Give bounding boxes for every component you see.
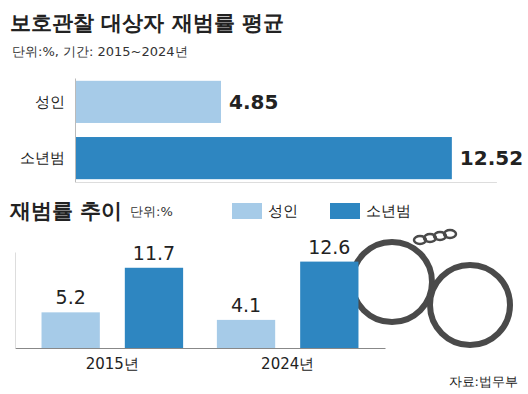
tick: 소년범 bbox=[20, 149, 75, 167]
handcuffs-icon bbox=[352, 230, 510, 345]
legend: 성인 소년범 bbox=[232, 202, 411, 220]
axis-line bbox=[76, 182, 497, 183]
y-axis: 성인소년범 bbox=[20, 79, 76, 183]
title: 보호관찰 대상자 재범률 평균 bbox=[10, 11, 284, 35]
tick-label: 2024년 bbox=[261, 355, 314, 373]
chain-link bbox=[444, 230, 456, 238]
cuff bbox=[430, 265, 510, 345]
data-label: 12.52 bbox=[460, 146, 523, 170]
bar bbox=[217, 320, 275, 348]
bars bbox=[42, 262, 359, 348]
bar bbox=[300, 262, 358, 348]
data-label: 11.7 bbox=[133, 242, 175, 264]
data-label: 4.1 bbox=[231, 294, 261, 316]
bar bbox=[75, 137, 452, 179]
axis-line bbox=[15, 253, 16, 349]
chart-canvas: 보호관찰 대상자 재범률 평균단위:%, 기간: 2015~2024년 4.85 1… bbox=[0, 0, 528, 394]
subtitle: 단위:% bbox=[130, 204, 173, 219]
axis-line bbox=[75, 79, 76, 183]
bar bbox=[75, 81, 221, 123]
bar bbox=[125, 268, 183, 348]
tick: 성인 bbox=[35, 93, 75, 111]
bar bbox=[42, 312, 100, 348]
data-label: 5.2 bbox=[56, 286, 86, 308]
legend-label: 소년범 bbox=[366, 202, 411, 220]
x-axis bbox=[76, 182, 497, 183]
title: 재범률 추이 bbox=[9, 199, 122, 223]
bars bbox=[75, 81, 452, 179]
tick-label: 2015년 bbox=[86, 355, 139, 373]
data-label: 4.85 bbox=[229, 90, 278, 114]
axis-line bbox=[16, 348, 386, 349]
x-axis: 2015년 2024년 bbox=[16, 348, 386, 373]
tick: 2024년 bbox=[261, 348, 314, 373]
legend-swatch bbox=[232, 203, 262, 219]
source-note: 자료:법무부 bbox=[449, 374, 518, 389]
tick: 2015년 bbox=[86, 348, 139, 373]
tick-label: 소년범 bbox=[20, 149, 65, 167]
legend-label: 성인 bbox=[268, 202, 298, 220]
cuff bbox=[352, 242, 432, 322]
tick-label: 성인 bbox=[35, 93, 65, 111]
data-label: 12.6 bbox=[308, 236, 350, 258]
subtitle: 단위:%, 기간: 2015~2024년 bbox=[12, 44, 188, 59]
legend-swatch bbox=[330, 203, 360, 219]
y-axis bbox=[15, 253, 16, 349]
